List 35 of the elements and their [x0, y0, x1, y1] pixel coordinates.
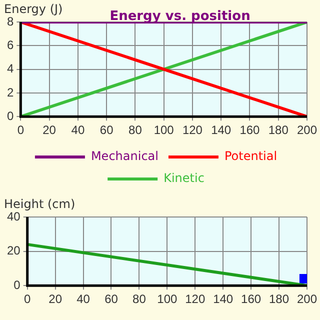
- y-tick-label: 2: [6, 85, 14, 100]
- x-tick-label: 120: [185, 292, 206, 306]
- x-tick-label: 180: [268, 123, 289, 138]
- y-tick-label: 4: [6, 62, 14, 76]
- x-tick-label: 120: [182, 123, 203, 138]
- x-tick-label: 180: [269, 292, 290, 306]
- x-tick-label: 140: [211, 123, 232, 138]
- y-tick-label: 8: [6, 14, 14, 28]
- x-tick-label: 140: [213, 292, 234, 306]
- x-tick-label: 100: [154, 123, 174, 138]
- x-tick-label: 80: [132, 292, 146, 306]
- x-tick-label: 200: [296, 123, 318, 138]
- y-axis-title: Energy (J): [4, 2, 63, 16]
- legend-label: Potential: [224, 149, 278, 164]
- x-tick-label: 0: [24, 292, 32, 306]
- x-tick-label: 80: [128, 123, 142, 138]
- x-tick-label: 160: [240, 123, 260, 138]
- y-tick-label: 0: [6, 108, 14, 123]
- y-tick-label: 20: [6, 244, 21, 258]
- y-tick-label: 6: [6, 38, 14, 52]
- y-tick-label: 0: [14, 278, 21, 292]
- y-tick-label: 40: [6, 209, 21, 224]
- x-tick-label: 100: [157, 292, 178, 306]
- x-tick-label: 40: [71, 123, 85, 138]
- legend-label: Mechanical: [90, 149, 158, 164]
- y-axis-title: Height (cm): [4, 197, 76, 212]
- x-tick-label: 20: [42, 123, 56, 138]
- x-tick-label: 60: [100, 123, 114, 138]
- x-tick-label: 60: [104, 292, 118, 306]
- x-tick-label: 40: [76, 292, 90, 306]
- chart-title: Energy vs. position: [110, 8, 250, 24]
- x-tick-label: 20: [48, 292, 62, 306]
- x-tick-label: 200: [296, 292, 318, 306]
- legend-label: Kinetic: [164, 171, 204, 186]
- x-tick-label: 160: [241, 292, 262, 306]
